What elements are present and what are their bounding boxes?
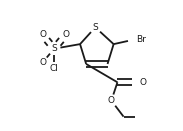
Text: S: S [51,44,57,53]
Text: Br: Br [136,35,146,44]
Text: O: O [108,96,115,105]
Text: S: S [92,23,98,32]
Text: O: O [140,78,147,87]
Text: O: O [39,31,46,39]
Text: Cl: Cl [50,64,59,73]
Text: O: O [39,58,46,67]
Text: O: O [62,31,69,39]
